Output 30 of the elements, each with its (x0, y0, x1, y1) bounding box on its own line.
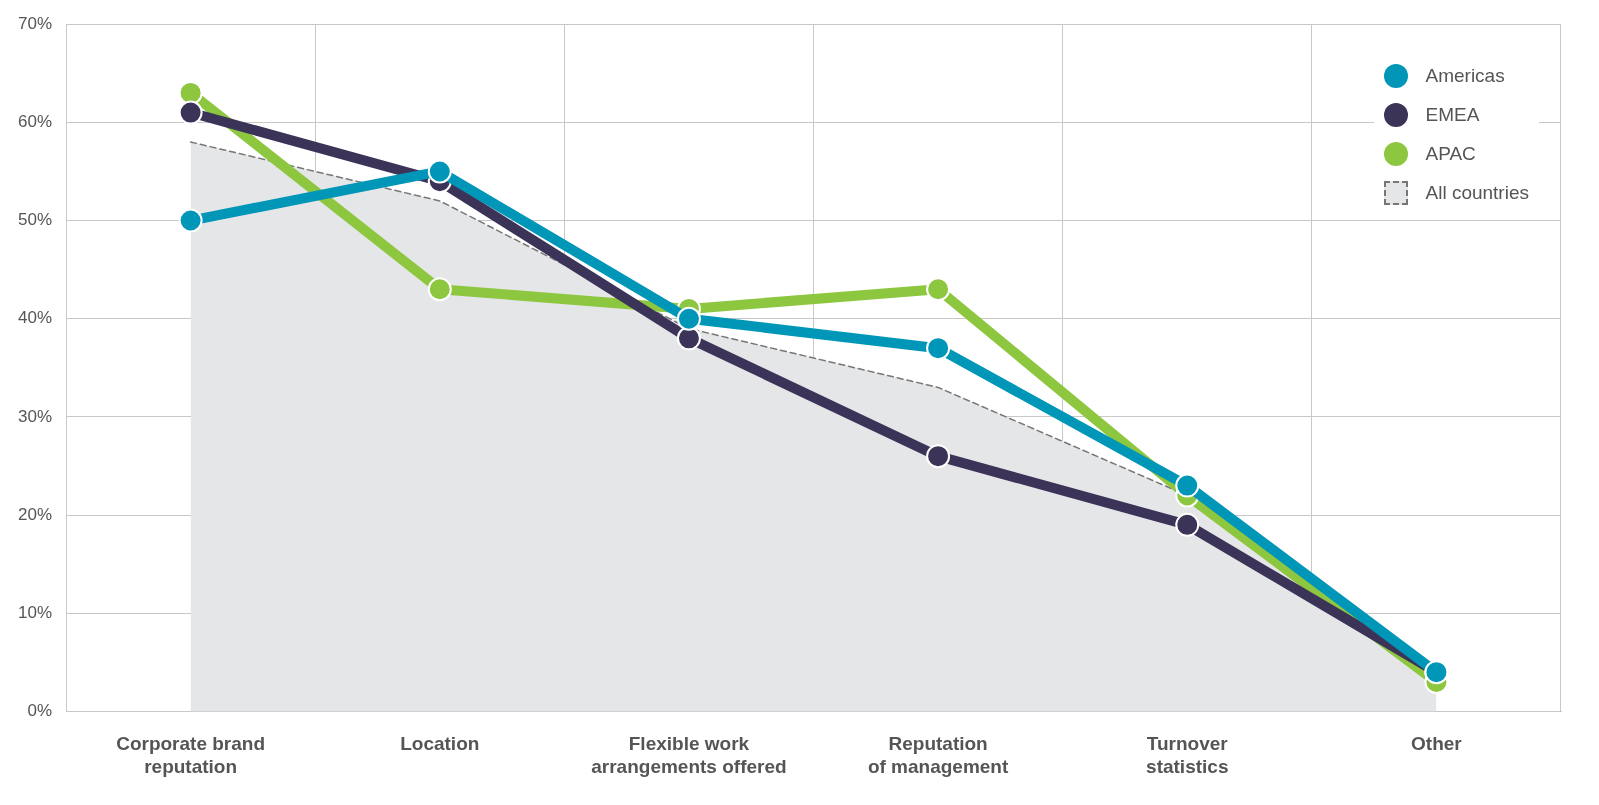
point (926, 336, 951, 361)
point (1175, 512, 1200, 537)
point (178, 100, 203, 125)
point (926, 444, 951, 469)
x-tick-label: Reputation of management (867, 733, 1009, 777)
x-tick-label: Location (400, 733, 480, 755)
point (676, 306, 701, 331)
legend-label: APAC (1425, 142, 1476, 165)
legend-label: EMEA (1425, 103, 1480, 126)
point (427, 277, 452, 302)
point (1175, 473, 1200, 498)
legend-label: Americas (1425, 64, 1505, 87)
y-tick-label: 50% (17, 210, 53, 230)
x-tick-label: Corporate brand reputation (116, 733, 266, 777)
point (676, 326, 701, 351)
y-tick-label: 30% (17, 406, 53, 426)
point (926, 277, 951, 302)
x-tick-label: Other (1411, 733, 1463, 755)
x-tick-label: Turnover statistics (1146, 733, 1229, 777)
y-tick-label: 20% (17, 504, 53, 524)
y-tick-label: 40% (17, 308, 53, 328)
legend-label: All countries (1425, 181, 1529, 204)
point (178, 80, 203, 105)
y-tick-label: 0% (27, 701, 53, 721)
point (178, 208, 203, 233)
y-tick-label: 70% (17, 13, 53, 33)
point (427, 159, 452, 184)
x-tick-label: Flexible work arrangements offered (591, 733, 787, 777)
y-tick-label: 10% (17, 602, 53, 622)
y-tick-label: 60% (17, 112, 53, 132)
